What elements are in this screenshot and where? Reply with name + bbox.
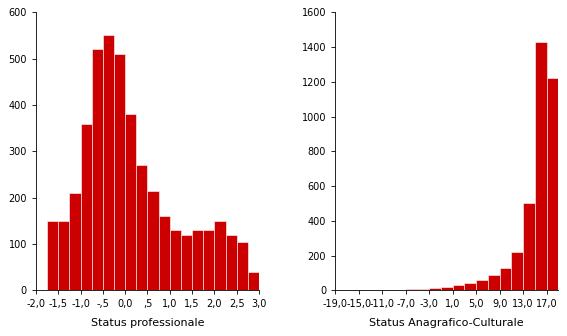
Bar: [535, 42, 547, 290]
Bar: [441, 287, 452, 290]
Bar: [181, 235, 192, 290]
Bar: [464, 283, 476, 290]
Bar: [103, 36, 114, 290]
Bar: [488, 275, 500, 290]
Bar: [452, 285, 464, 290]
Bar: [170, 230, 181, 290]
Bar: [58, 221, 69, 290]
Bar: [429, 288, 441, 290]
Bar: [147, 191, 159, 290]
Bar: [417, 289, 429, 290]
X-axis label: Status Anagrafico-Culturale: Status Anagrafico-Culturale: [370, 318, 524, 328]
Bar: [192, 230, 204, 290]
Bar: [204, 230, 214, 290]
Bar: [511, 252, 523, 290]
Bar: [237, 242, 248, 290]
Bar: [214, 221, 226, 290]
Bar: [125, 114, 136, 290]
Bar: [500, 268, 511, 290]
Bar: [523, 203, 535, 290]
Bar: [69, 193, 81, 290]
Bar: [92, 49, 103, 290]
Bar: [159, 216, 170, 290]
Bar: [47, 221, 58, 290]
Bar: [136, 165, 147, 290]
Bar: [547, 78, 558, 290]
Bar: [405, 289, 417, 290]
X-axis label: Status professionale: Status professionale: [91, 318, 204, 328]
Bar: [248, 272, 259, 290]
Bar: [476, 280, 488, 290]
Bar: [81, 124, 92, 290]
Bar: [114, 54, 125, 290]
Bar: [226, 235, 237, 290]
